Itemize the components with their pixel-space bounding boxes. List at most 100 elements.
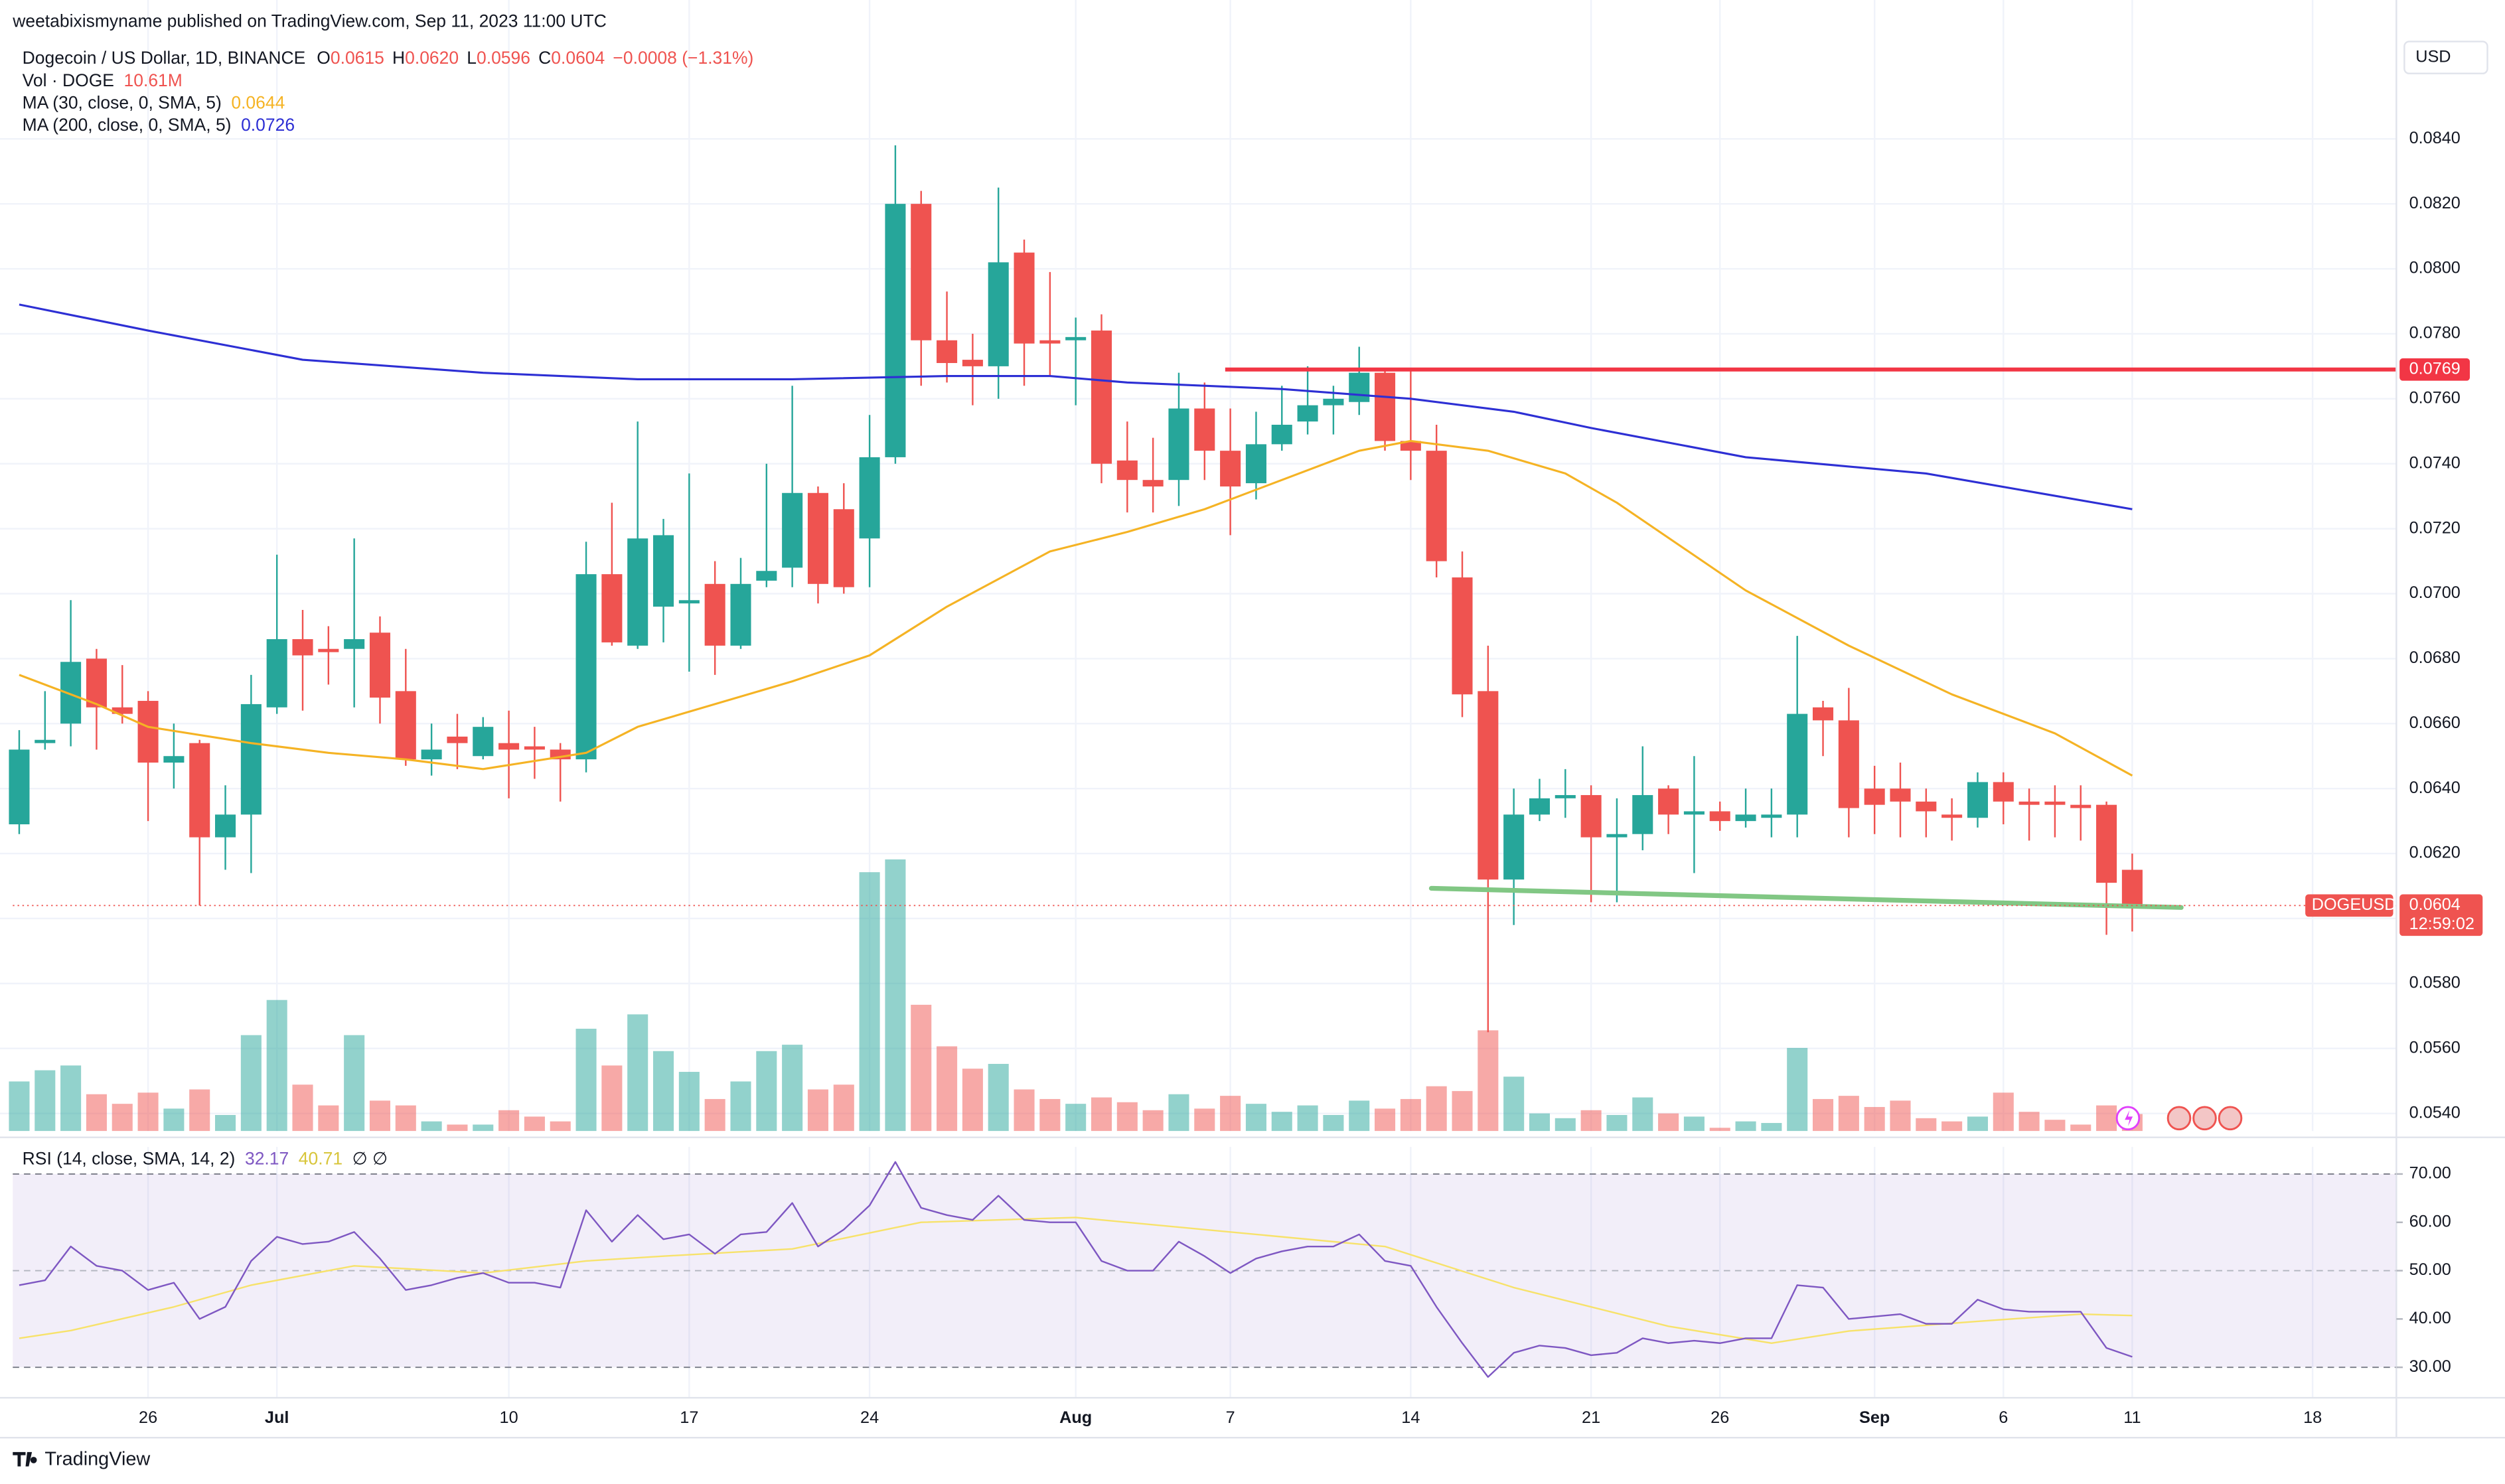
candle-body bbox=[86, 658, 107, 707]
candle-body bbox=[1503, 814, 1525, 880]
ma-name: MA (30, close, 0, SMA, 5) bbox=[23, 92, 222, 112]
candle-body bbox=[2096, 804, 2117, 883]
candle-body bbox=[911, 204, 932, 340]
candle-body bbox=[1967, 782, 1988, 818]
candle-body bbox=[1761, 814, 1782, 818]
candle-body bbox=[1813, 707, 1834, 721]
volume-bar bbox=[2044, 1120, 2066, 1132]
legend: weetabixismyname published on TradingVie… bbox=[12, 11, 2243, 1470]
ma-last: 0.0726 bbox=[241, 115, 295, 135]
y-tick-label: 0.0840 bbox=[2409, 129, 2461, 147]
symbol-label-bg bbox=[2305, 894, 2393, 917]
event-icon[interactable] bbox=[2192, 1106, 2217, 1131]
volume-bar bbox=[112, 1104, 133, 1132]
rsi-ma-last: 40.71 bbox=[299, 1148, 342, 1168]
footer-logo[interactable]: TradingView bbox=[13, 1449, 150, 1470]
volume-name: Vol · DOGE bbox=[23, 70, 114, 90]
volume-bar bbox=[730, 1081, 751, 1132]
ohlc-label: O bbox=[317, 48, 331, 68]
x-tick-label: 11 bbox=[2123, 1408, 2141, 1427]
y-tick-label: 0.0820 bbox=[2409, 194, 2461, 212]
y-tick-label: 0.0700 bbox=[2409, 583, 2461, 602]
volume-last: 10.61M bbox=[124, 70, 183, 90]
event-icon[interactable] bbox=[2218, 1106, 2243, 1131]
volume-bar bbox=[240, 1035, 262, 1132]
y-tick-label: 0.0580 bbox=[2409, 974, 2461, 992]
volume-bar bbox=[1787, 1047, 1808, 1132]
candle-body bbox=[1220, 451, 1241, 486]
rsi-line bbox=[19, 1161, 2133, 1378]
candle-body bbox=[1735, 814, 1756, 822]
trendline bbox=[1428, 885, 2184, 910]
x-tick-label: 26 bbox=[139, 1408, 157, 1427]
volume-bar bbox=[163, 1108, 185, 1132]
candle-body bbox=[421, 749, 442, 760]
volume-bar bbox=[524, 1116, 545, 1132]
y-tick-label: 0.0660 bbox=[2409, 713, 2461, 732]
volume-bar bbox=[988, 1063, 1009, 1132]
volume-bar bbox=[575, 1029, 597, 1132]
currency-box[interactable] bbox=[2403, 40, 2488, 74]
event-icons[interactable] bbox=[2115, 1106, 2243, 1131]
candle-body bbox=[1941, 814, 1963, 818]
volume-bar bbox=[1555, 1118, 1576, 1132]
candle-body bbox=[1142, 480, 1164, 486]
currency[interactable]: USD bbox=[2415, 47, 2451, 66]
candle-body bbox=[1426, 451, 1447, 561]
volume-bar bbox=[1400, 1098, 1421, 1132]
volume-bar bbox=[1709, 1128, 1730, 1132]
x-tick-label: Aug bbox=[1059, 1408, 1092, 1427]
candle-body bbox=[1606, 834, 1628, 838]
footer-brand: TradingView bbox=[44, 1449, 150, 1470]
volume-bar bbox=[1478, 1030, 1499, 1132]
volume-bar bbox=[652, 1051, 674, 1132]
candle-body bbox=[1091, 331, 1112, 464]
candle-body bbox=[369, 632, 391, 698]
volume-bar bbox=[1529, 1113, 1551, 1132]
candle-body bbox=[1632, 794, 1653, 834]
candle-body bbox=[1864, 788, 1885, 805]
candle-body bbox=[730, 583, 751, 646]
candle-body bbox=[473, 727, 494, 757]
volume-bar bbox=[1375, 1108, 1396, 1132]
volume-bar bbox=[1761, 1123, 1782, 1132]
volume-bar bbox=[550, 1121, 571, 1132]
candle-body bbox=[1787, 713, 1808, 815]
candle-body bbox=[2044, 801, 2066, 805]
legend-ma30: MA (30, close, 0, SMA, 5) 0.0644 bbox=[23, 92, 285, 112]
candle-body bbox=[859, 457, 880, 539]
volume-bar bbox=[1116, 1102, 1138, 1132]
volume-bar bbox=[782, 1045, 803, 1132]
rsi-name: RSI (14, close, SMA, 14, 2) bbox=[23, 1148, 236, 1168]
price-label-bg bbox=[2399, 894, 2483, 936]
candle-body bbox=[756, 571, 777, 581]
volume-bar bbox=[1941, 1121, 1963, 1132]
volume-bar bbox=[627, 1014, 648, 1132]
candle-body bbox=[652, 535, 674, 607]
candle-body bbox=[1658, 788, 1679, 815]
volume-bar bbox=[1039, 1098, 1061, 1132]
x-tick-label: 10 bbox=[500, 1408, 518, 1427]
x-tick-label: 17 bbox=[680, 1408, 698, 1427]
volume-bar bbox=[1245, 1104, 1266, 1132]
x-tick-label: 18 bbox=[2303, 1408, 2322, 1427]
volume-bar bbox=[1632, 1097, 1653, 1132]
candle-body bbox=[575, 574, 597, 760]
ohlc-label: L bbox=[467, 48, 477, 68]
y-tick-label: 0.0560 bbox=[2409, 1038, 2461, 1057]
logo-icon bbox=[13, 1451, 37, 1467]
volume-bar bbox=[344, 1035, 365, 1132]
volume-pane bbox=[9, 859, 2143, 1132]
candle-body bbox=[678, 600, 700, 604]
candle-body bbox=[601, 574, 623, 642]
volume-bar bbox=[1323, 1115, 1344, 1132]
volume-bar bbox=[1297, 1105, 1318, 1132]
candle-body bbox=[498, 743, 520, 750]
candle-body bbox=[1452, 577, 1473, 695]
volume-bar bbox=[1683, 1116, 1705, 1132]
volume-bar bbox=[189, 1089, 210, 1132]
candle-body bbox=[1245, 444, 1266, 484]
volume-bar bbox=[1658, 1113, 1679, 1132]
event-icon[interactable] bbox=[2166, 1106, 2192, 1131]
